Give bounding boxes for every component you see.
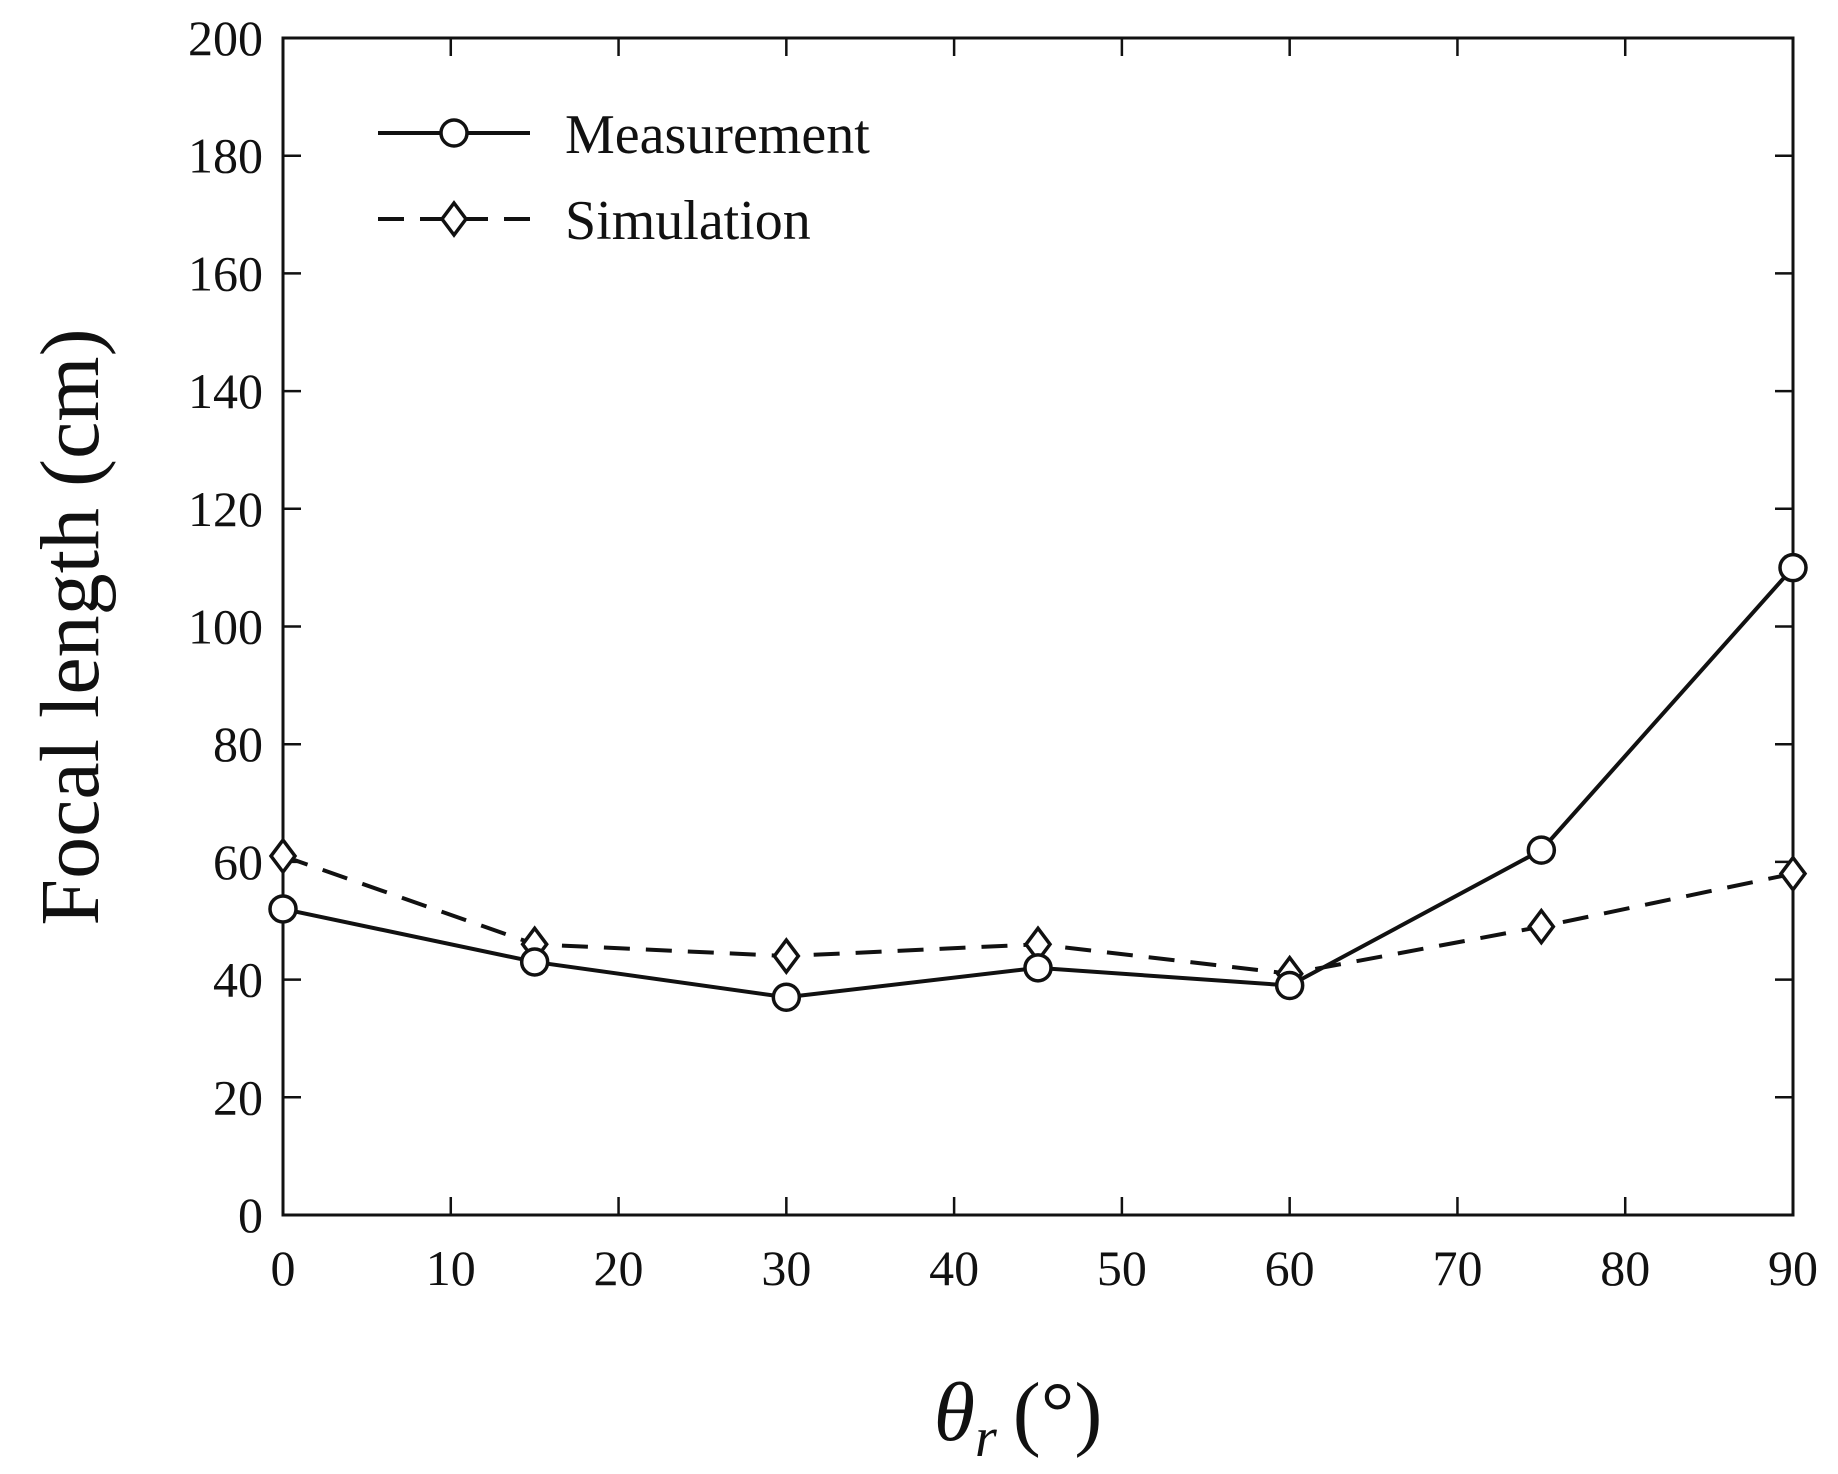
x-tick-label: 60 (1265, 1240, 1315, 1296)
x-tick-label: 40 (929, 1240, 979, 1296)
y-tick-label: 0 (238, 1187, 263, 1243)
measurement-point (519, 947, 550, 977)
x-tick-label: 20 (594, 1240, 644, 1296)
y-tick-label: 160 (188, 245, 263, 301)
legend-label: Measurement (565, 104, 870, 166)
legend-item-measurement: Measurement (378, 104, 870, 166)
y-tick-label: 140 (188, 363, 263, 419)
y-tick-label: 100 (188, 599, 263, 655)
legend: Measurement Simulation (378, 104, 870, 252)
x-axis-label-subscript: r (975, 1407, 997, 1469)
legend-marker-diamond (439, 200, 469, 238)
series-measurement (268, 552, 1808, 1013)
x-tick-label: 10 (426, 1240, 476, 1296)
x-axis-label: θr (°) (934, 1366, 1103, 1469)
y-tick-label: 120 (188, 481, 263, 537)
simulation-point (1527, 907, 1556, 946)
legend-item-simulation: Simulation (378, 190, 811, 252)
measurement-point (771, 982, 802, 1013)
measurement-point (1274, 970, 1305, 1001)
x-tick-label: 30 (761, 1240, 811, 1296)
x-tick-label: 0 (271, 1240, 296, 1296)
simulation-point (1778, 854, 1808, 893)
simulation-point (268, 837, 298, 875)
y-tick-label: 20 (213, 1069, 263, 1125)
measurement-point (1526, 835, 1557, 865)
x-tick-label: 80 (1600, 1240, 1650, 1296)
series-layer (268, 552, 1808, 1013)
x-tick-label: 70 (1432, 1240, 1482, 1296)
axes: 0 10 20 30 40 50 60 70 80 90 0 20 40 60 80 100 120 140 160… (188, 10, 1818, 1296)
y-axis-label: Focal length (cm) (24, 328, 117, 925)
x-axis-label-symbol: θ (934, 1366, 975, 1459)
x-tick-label: 50 (1097, 1240, 1147, 1296)
y-tick-label: 60 (213, 834, 263, 890)
measurement-point (1778, 552, 1808, 583)
simulation-point (772, 937, 801, 975)
x-tick-label: 90 (1768, 1240, 1818, 1296)
plot-frame (281, 36, 1795, 1217)
y-tick-label: 200 (188, 10, 263, 66)
legend-marker-circle (439, 118, 469, 148)
measurement-point (1023, 953, 1053, 983)
legend-label: Simulation (565, 190, 811, 252)
y-tick-label: 180 (188, 128, 263, 184)
y-tick-label: 80 (213, 716, 263, 772)
y-tick-label: 40 (213, 952, 263, 1008)
measurement-point (268, 894, 298, 924)
x-axis-label-unit: (°) (1013, 1366, 1103, 1459)
